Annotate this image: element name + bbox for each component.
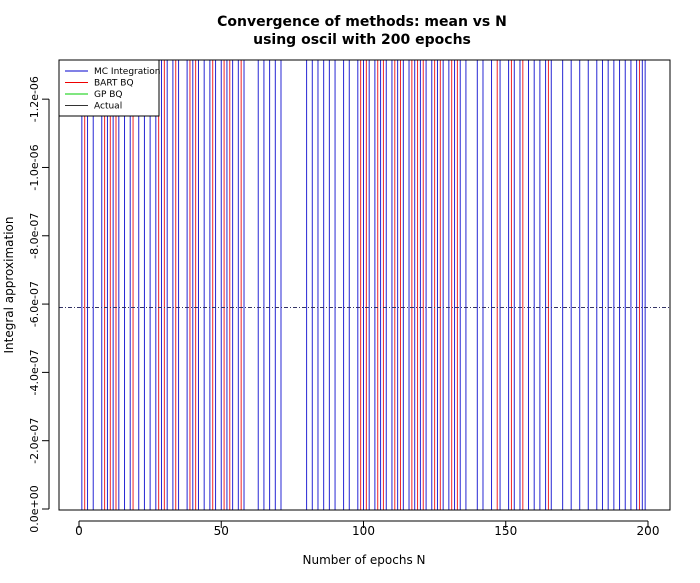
legend-box [58, 59, 160, 117]
y-tick-label-1: -2.0e-07 [28, 418, 41, 464]
y-tick-label-5: -1.0e-06 [28, 144, 41, 190]
y-tick-label-6: -1.2e-06 [28, 76, 41, 122]
y-tick-label-0: 0.0e+00 [28, 485, 41, 532]
x-axis: 0 50 100 150 200 [75, 520, 660, 538]
legend-label-1: BART BQ [94, 79, 134, 89]
x-axis-label: Number of epochs N [303, 553, 426, 567]
x-tick-label-0: 0 [75, 524, 83, 538]
y-axis-label: Integral approximation [2, 217, 16, 354]
y-axis: 0.0e+00 -2.0e-07 -4.0e-07 -6.0e-07 -8.0e-07 -… [28, 76, 50, 533]
x-tick-label-2: 100 [352, 524, 375, 538]
x-tick-label-4: 200 [637, 524, 660, 538]
x-tick-label-1: 50 [214, 524, 229, 538]
chart-title: Convergence of methods: mean vs N [217, 14, 507, 30]
y-tick-label-4: -8.0e-07 [28, 213, 41, 259]
y-tick-label-2: -4.0e-07 [28, 349, 41, 395]
y-tick-label-3: -6.0e-07 [28, 281, 41, 327]
plot-marks [59, 60, 670, 510]
plot-frame [58, 59, 671, 511]
legend-label-3: Actual [94, 102, 122, 112]
x-tick-label-3: 150 [494, 524, 517, 538]
chart-subtitle: using oscil with 200 epochs [253, 32, 471, 48]
legend-label-0: MC Integration [94, 67, 161, 77]
legend-label-2: GP BQ [94, 90, 123, 100]
